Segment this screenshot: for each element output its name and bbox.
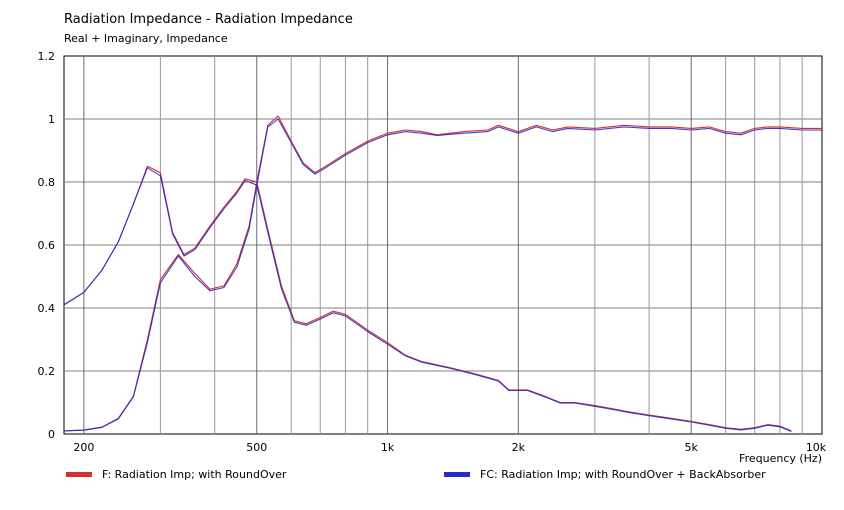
y-tick-label: 1 — [48, 113, 55, 126]
y-tick-label: 0 — [48, 428, 55, 441]
y-tick-label: 0.2 — [38, 365, 56, 378]
x-tick-label: 2k — [512, 441, 526, 454]
legend-label-2: FC: Radiation Imp; with RoundOver + Back… — [480, 468, 766, 481]
x-tick-label: 1k — [381, 441, 395, 454]
x-tick-label: 200 — [73, 441, 94, 454]
series-1-imag-line — [63, 115, 822, 306]
x-tick-label: 10k — [806, 441, 827, 454]
x-axis-label: Frequency (Hz) — [739, 452, 822, 465]
y-tick-label: 1.2 — [38, 50, 56, 63]
chart-title: Radiation Impedance - Radiation Impedanc… — [64, 12, 353, 27]
legend-label-1: F: Radiation Imp; with RoundOver — [102, 468, 287, 481]
legend-item-1: F: Radiation Imp; with RoundOver — [66, 468, 286, 481]
legend-swatch-2 — [444, 472, 470, 477]
x-tick-label: 500 — [246, 441, 267, 454]
legend-item-2: FC: Radiation Imp; with RoundOver + Back… — [444, 468, 766, 481]
y-tick-label: 0.8 — [38, 176, 56, 189]
x-tick-label: 5k — [685, 441, 699, 454]
legend-swatch-1 — [66, 472, 92, 477]
y-tick-label: 0.4 — [38, 302, 56, 315]
chart-subtitle: Real + Imaginary, Impedance — [64, 32, 228, 45]
series-1-real-line — [63, 181, 792, 432]
series-2-real-line — [63, 184, 792, 433]
y-tick-label: 0.6 — [38, 239, 56, 252]
series-2-imag-line — [63, 118, 822, 306]
